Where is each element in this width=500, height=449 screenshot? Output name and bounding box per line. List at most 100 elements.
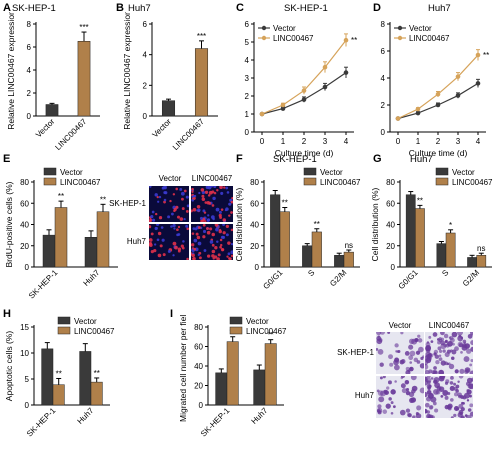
migrated-cell	[418, 346, 424, 353]
cell-nucleus	[160, 226, 164, 229]
cell-nucleus	[174, 245, 178, 250]
y-tick-label: 40	[250, 221, 259, 230]
cell-nucleus	[207, 186, 212, 190]
migrated-cell	[469, 332, 473, 336]
migrated-cell	[469, 363, 473, 367]
y-tick-label: 60	[20, 199, 29, 208]
cell-nucleus	[173, 207, 177, 211]
y-tick-label: 8	[27, 20, 32, 29]
cell-nucleus	[149, 225, 152, 229]
significance-label: **	[483, 51, 489, 60]
migrated-cell	[444, 340, 448, 344]
cell-nucleus	[181, 207, 185, 211]
legend-marker	[261, 25, 267, 31]
migrated-cell	[451, 332, 458, 338]
y-tick-label: 2	[27, 89, 32, 98]
migrated-cell	[410, 376, 417, 381]
cell-nucleus	[211, 254, 215, 258]
x-tick-label: 1	[281, 137, 286, 146]
cell-nucleus	[200, 188, 205, 192]
cell-nucleus	[197, 241, 202, 246]
migrated-cell	[433, 349, 439, 355]
x-tick-label: 2	[302, 137, 307, 146]
migrated-cell	[438, 369, 445, 374]
migrated-cell	[394, 380, 397, 383]
migrated-cell	[409, 397, 415, 403]
cell-nucleus	[204, 190, 209, 194]
cell-nucleus	[215, 227, 219, 232]
data-point	[395, 116, 401, 121]
cell-nucleus	[150, 214, 154, 219]
cell-nucleus	[214, 246, 218, 250]
cell-nucleus	[161, 238, 165, 242]
cell-nucleus	[203, 211, 207, 214]
data-point	[475, 52, 481, 58]
brdu-image-skhep1-vector	[149, 186, 189, 222]
panel-title-b: Huh7	[128, 3, 151, 14]
y-axis-label: Cell distribution (%)	[234, 187, 244, 261]
y-tick-label: 8	[381, 20, 386, 29]
migrated-cell	[469, 370, 473, 374]
x-tick-label: 4	[344, 137, 349, 146]
migrated-cell	[433, 401, 437, 406]
migrated-cell	[453, 413, 457, 418]
y-tick-label: 2	[245, 92, 250, 101]
legend-swatch	[435, 167, 449, 176]
cell-nucleus	[177, 249, 181, 253]
cell-nucleus	[154, 193, 158, 197]
cell-nucleus	[225, 224, 229, 229]
data-point	[455, 74, 461, 79]
panel-title-d: Huh7	[428, 3, 451, 14]
cell-nucleus	[213, 186, 217, 189]
cell-nucleus	[176, 215, 180, 219]
migrated-cell	[376, 348, 379, 351]
cell-nucleus	[183, 189, 187, 193]
migrated-cell	[428, 335, 432, 339]
migrated-cell	[451, 356, 455, 360]
y-tick-label: 4	[381, 74, 386, 83]
migrated-cell	[458, 343, 463, 348]
e-img-col-vector: Vector	[159, 174, 182, 183]
cell-nucleus	[152, 218, 156, 222]
migrated-cell	[449, 381, 454, 385]
cell-nucleus	[173, 227, 176, 230]
bar	[415, 208, 425, 268]
y-tick-label: 80	[194, 323, 203, 332]
y-tick-label: 3	[245, 74, 250, 83]
cell-nucleus	[151, 210, 155, 214]
cell-nucleus	[219, 245, 222, 249]
bar	[41, 348, 54, 406]
bar	[79, 351, 92, 406]
cell-nucleus	[195, 232, 199, 236]
legend-label: LINC00467	[74, 327, 115, 336]
cell-nucleus	[161, 186, 165, 190]
cell-nucleus	[176, 233, 179, 237]
i-img-row-huh7: Huh7	[355, 391, 375, 400]
cell-nucleus	[156, 238, 160, 242]
migrated-cell	[409, 367, 413, 370]
migrated-cell	[438, 376, 445, 382]
cell-nucleus	[191, 190, 194, 193]
panel-letter-i: I	[170, 308, 173, 320]
x-tick-label: 4	[476, 137, 481, 146]
y-tick-label: 0	[143, 112, 148, 121]
migrated-cell	[393, 364, 400, 371]
migrated-cell	[405, 390, 411, 396]
bar	[96, 211, 110, 268]
x-tick-label: G2/M	[461, 268, 481, 288]
x-tick-label: Vector	[151, 117, 174, 140]
y-axis-label: Relative LINC00467 expression	[6, 12, 16, 130]
migrated-cell	[409, 350, 416, 357]
x-tick-label: G2/M	[328, 268, 348, 288]
cell-nucleus	[209, 227, 213, 231]
migrated-cell	[444, 404, 449, 410]
y-tick-label: 6	[381, 47, 386, 56]
cell-nucleus	[201, 197, 206, 201]
y-tick-label: 20	[250, 242, 259, 251]
cell-nucleus	[153, 248, 157, 253]
migrated-cell	[378, 396, 385, 403]
migrated-cell	[433, 388, 439, 395]
cell-nucleus	[214, 255, 218, 259]
migrated-cell	[430, 377, 434, 380]
i-img-col-linc: LINC00467	[429, 321, 470, 330]
